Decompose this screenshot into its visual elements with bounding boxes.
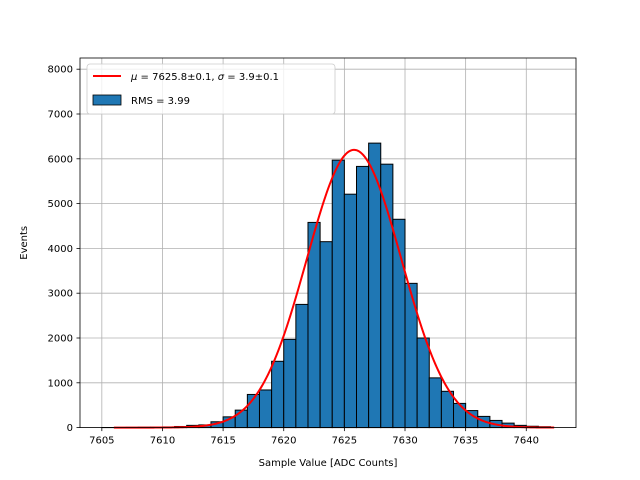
histogram-bar: [234, 409, 248, 429]
legend-fit-label: μ = 7625.8±0.1, σ = 3.9±0.1: [130, 72, 279, 83]
histogram-bar: [428, 377, 442, 429]
x-tick-label: 7610: [150, 436, 175, 447]
histogram-bar: [295, 303, 309, 429]
x-tick-label: 7635: [453, 436, 478, 447]
histogram-bar: [331, 159, 345, 429]
y-tick-label: 4000: [48, 244, 73, 255]
legend-histogram-swatch: [92, 94, 122, 106]
x-axis-ticks: 7605 7610 7615 7620 7625 7630 7635 7640: [89, 427, 539, 447]
x-tick-label: 7625: [332, 436, 357, 447]
y-tick-label: 0: [67, 423, 73, 434]
x-tick-label: 7630: [392, 436, 417, 447]
histogram-bar: [271, 360, 285, 429]
y-tick-label: 2000: [48, 334, 73, 345]
gaussian-fit-line: [113, 148, 555, 429]
x-axis-label: Sample Value [ADC Counts]: [259, 458, 398, 469]
histogram-bar: [380, 163, 394, 429]
legend: μ = 7625.8±0.1, σ = 3.9±0.1 RMS = 3.99: [86, 63, 336, 115]
y-tick-label: 8000: [48, 65, 73, 76]
legend-sigma-symbol: σ: [218, 72, 225, 83]
x-tick-label: 7605: [89, 436, 114, 447]
y-tick-label: 3000: [48, 289, 73, 300]
y-tick-label: 7000: [48, 110, 73, 121]
plot-frame: [79, 57, 577, 429]
histogram-bar: [319, 241, 333, 429]
y-axis-ticks: 0 1000 2000 3000 4000 5000 6000 7000 8000: [48, 65, 80, 434]
x-tick-label: 7615: [210, 436, 235, 447]
y-tick-label: 6000: [48, 154, 73, 165]
histogram-bar: [453, 402, 467, 429]
histogram-bar: [440, 390, 455, 429]
legend-mu-symbol: μ: [130, 72, 137, 83]
legend-box: [86, 63, 336, 115]
x-tick-label: 7620: [271, 436, 296, 447]
y-axis-label: Events: [19, 226, 30, 260]
legend-mu-value: = 7625.8±0.1,: [137, 72, 217, 83]
histogram-bar: [416, 337, 430, 429]
y-tick-label: 5000: [48, 199, 73, 210]
histogram-bar: [307, 221, 321, 429]
legend-sigma-value: = 3.9±0.1: [224, 72, 279, 83]
histogram-bar: [343, 193, 357, 429]
legend-rms-label: RMS = 3.99: [131, 96, 190, 107]
histogram-bar: [355, 165, 370, 429]
histogram-bar: [258, 389, 273, 429]
histogram-bar: [283, 338, 297, 429]
y-tick-label: 1000: [48, 378, 73, 389]
x-tick-label: 7640: [514, 436, 539, 447]
